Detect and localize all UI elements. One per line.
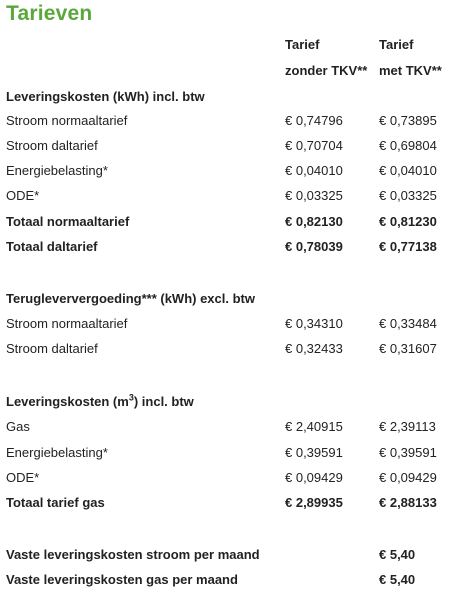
heading-gas-text-pre: Leveringskosten (m xyxy=(6,394,129,409)
row-value-zonder: € 0,09429 xyxy=(285,470,343,485)
row-value-met: € 0,31607 xyxy=(379,341,437,356)
table-row: Energiebelasting* € 0,04010 € 0,04010 xyxy=(0,160,454,182)
row-value-met: € 0,69804 xyxy=(379,138,437,153)
row-value-zonder: € 2,40915 xyxy=(285,419,343,434)
table-row: Stroom normaaltarief € 0,74796 € 0,73895 xyxy=(0,110,454,132)
section-heading-levering: Leveringskosten (kWh) incl. btw xyxy=(0,86,454,108)
row-label: Stroom normaaltarief xyxy=(6,316,128,331)
table-row: Stroom daltarief € 0,32433 € 0,31607 xyxy=(0,338,454,360)
row-label: ODE* xyxy=(6,188,40,203)
table-row: Stroom normaaltarief € 0,34310 € 0,33484 xyxy=(0,313,454,335)
row-value-met: € 0,33484 xyxy=(379,316,437,331)
total-row: Totaal tarief gas € 2,89935 € 2,88133 xyxy=(0,492,454,514)
fixed-cost-value: € 5,40 xyxy=(379,547,416,562)
row-value-zonder: € 0,74796 xyxy=(285,113,343,128)
row-label: Energiebelasting* xyxy=(6,163,108,178)
column-header-zonder-line2: zonder TKV** xyxy=(285,63,368,78)
column-header-row-1: Tarief Tarief xyxy=(0,34,454,56)
fixed-cost-row: Vaste leveringskosten gas per maand € 5,… xyxy=(0,569,454,591)
total-value-met: € 0,77138 xyxy=(379,239,437,254)
heading-gas-text-post: ) incl. btw xyxy=(133,394,194,409)
fixed-cost-label: Vaste leveringskosten gas per maand xyxy=(6,572,238,587)
heading-gas-superscript: 3 xyxy=(128,392,134,403)
total-label: Totaal normaaltarief xyxy=(6,214,130,229)
row-value-zonder: € 0,39591 xyxy=(285,445,343,460)
table-row: Energiebelasting* € 0,39591 € 0,39591 xyxy=(0,442,454,464)
table-row: ODE* € 0,09429 € 0,09429 xyxy=(0,467,454,489)
row-value-zonder: € 0,34310 xyxy=(285,316,343,331)
column-header-row-2: zonder TKV** met TKV** xyxy=(0,60,454,82)
total-value-zonder: € 0,82130 xyxy=(285,214,343,229)
fixed-cost-value: € 5,40 xyxy=(379,572,416,587)
total-value-met: € 0,81230 xyxy=(379,214,437,229)
total-value-zonder: € 2,89935 xyxy=(285,495,343,510)
section-heading-gas-label: Leveringskosten (m3) incl. btw xyxy=(6,391,194,413)
row-value-met: € 2,39113 xyxy=(379,419,436,434)
row-value-met: € 0,73895 xyxy=(379,113,437,128)
total-row: Totaal daltarief € 0,78039 € 0,77138 xyxy=(0,236,454,258)
row-value-zonder: € 0,04010 xyxy=(285,163,343,178)
row-value-zonder: € 0,32433 xyxy=(285,341,343,356)
table-row: ODE* € 0,03325 € 0,03325 xyxy=(0,185,454,207)
column-header-met-line2: met TKV** xyxy=(379,63,442,78)
fixed-cost-label: Vaste leveringskosten stroom per maand xyxy=(6,547,260,562)
row-value-zonder: € 0,03325 xyxy=(285,188,343,203)
column-header-zonder-line1: Tarief xyxy=(285,37,320,52)
row-value-met: € 0,09429 xyxy=(379,470,437,485)
row-label: ODE* xyxy=(6,470,40,485)
total-value-met: € 2,88133 xyxy=(379,495,437,510)
row-label: Stroom daltarief xyxy=(6,341,98,356)
section-heading-levering-label: Leveringskosten (kWh) incl. btw xyxy=(6,89,205,104)
page-title: Tarieven xyxy=(6,2,93,25)
total-value-zonder: € 0,78039 xyxy=(285,239,343,254)
row-value-met: € 0,04010 xyxy=(379,163,437,178)
column-header-met-line1: Tarief xyxy=(379,37,414,52)
section-heading-teruglever: Terugleververgoeding*** (kWh) excl. btw xyxy=(0,288,454,310)
row-value-met: € 0,39591 xyxy=(379,445,437,460)
row-label: Gas xyxy=(6,419,30,434)
total-label: Totaal daltarief xyxy=(6,239,98,254)
row-value-met: € 0,03325 xyxy=(379,188,437,203)
row-value-zonder: € 0,70704 xyxy=(285,138,343,153)
table-row: Stroom daltarief € 0,70704 € 0,69804 xyxy=(0,135,454,157)
row-label: Stroom daltarief xyxy=(6,138,98,153)
row-label: Energiebelasting* xyxy=(6,445,108,460)
total-label: Totaal tarief gas xyxy=(6,495,105,510)
fixed-cost-row: Vaste leveringskosten stroom per maand €… xyxy=(0,544,454,566)
total-row: Totaal normaaltarief € 0,82130 € 0,81230 xyxy=(0,211,454,233)
section-heading-teruglever-label: Terugleververgoeding*** (kWh) excl. btw xyxy=(6,291,255,306)
table-row: Gas € 2,40915 € 2,39113 xyxy=(0,416,454,438)
row-label: Stroom normaaltarief xyxy=(6,113,128,128)
section-heading-gas: Leveringskosten (m3) incl. btw xyxy=(0,391,454,413)
